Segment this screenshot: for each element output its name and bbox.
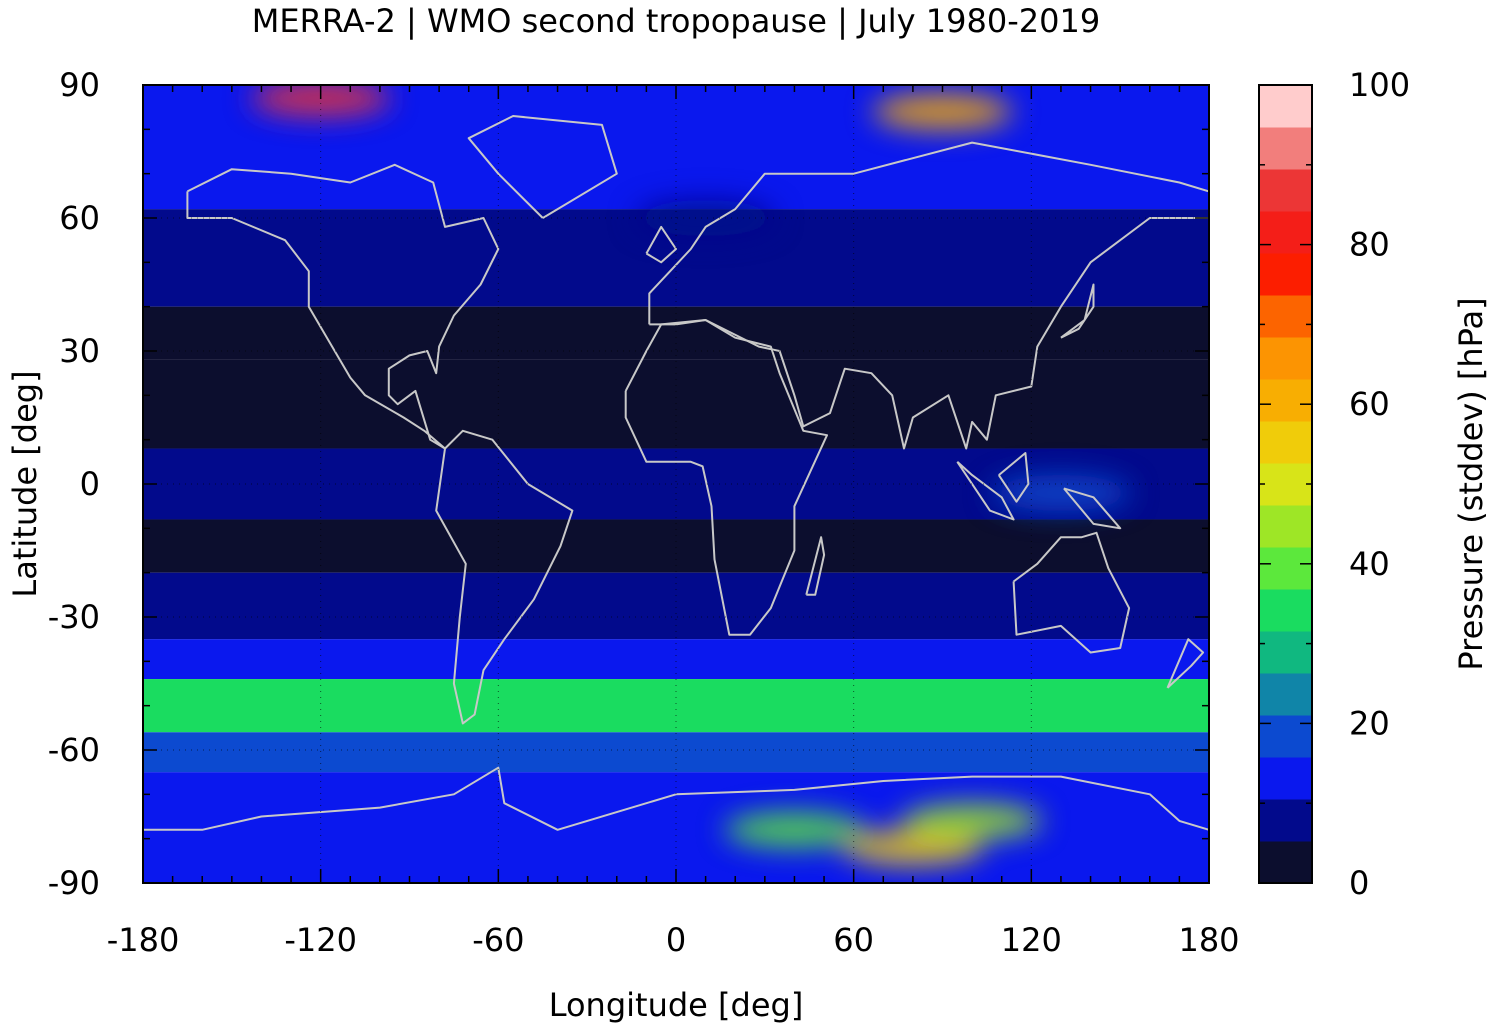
heatmap-band-7	[143, 639, 1209, 680]
y-tick-label: 0	[80, 465, 100, 503]
colorbar-segment	[1259, 85, 1312, 128]
y-tick-label: -60	[48, 731, 100, 769]
colorbar: 0 20 40 60 80 100	[1258, 66, 1410, 902]
colorbar-segment	[1259, 715, 1312, 758]
colorbar-tick-label: 0	[1349, 864, 1369, 902]
y-tick-label: 30	[59, 332, 100, 370]
heatmap-hotspot-2	[724, 811, 865, 848]
colorbar-tick-label: 80	[1349, 226, 1390, 264]
coastline-5	[1012, 531, 1131, 654]
heatmap-hotspot-1	[902, 802, 1043, 839]
coastline-9	[645, 225, 677, 264]
colorbar-tick-label: 20	[1349, 704, 1390, 742]
x-tick-label: 180	[1178, 921, 1239, 959]
coastline-6	[143, 766, 1209, 831]
y-tick-label: -90	[48, 864, 100, 902]
coastline-7	[1166, 638, 1205, 689]
colorbar-title: Pressure (stddev) [hPa]	[1452, 297, 1490, 670]
coastline-10	[1060, 283, 1095, 339]
coastline-3	[648, 141, 1209, 450]
colorbar-segment	[1259, 169, 1312, 212]
heatmap-hotspot-5	[635, 200, 776, 236]
y-tick-label: 90	[59, 66, 100, 104]
coastline-8	[805, 536, 826, 596]
colorbar-segment	[1259, 337, 1312, 380]
heatmap-band-9	[143, 732, 1209, 773]
colorbar-segment	[1259, 841, 1312, 884]
colorbar-segment	[1259, 757, 1312, 800]
colorbar-tick-label: 100	[1349, 66, 1410, 104]
x-axis-title: Longitude [deg]	[549, 986, 804, 1024]
x-tick-label: 60	[833, 921, 874, 959]
y-tick-label: -30	[48, 598, 100, 636]
colorbar-segment	[1259, 799, 1312, 842]
x-tick-label: -60	[472, 921, 524, 959]
colorbar-segment	[1259, 127, 1312, 170]
plot-area: -180 -120 -60 0 60 120 180 90 60 30 0 -30 -60 -90	[48, 66, 1240, 959]
x-tick-label: 120	[1001, 921, 1062, 959]
heatmap-band-5	[143, 519, 1209, 573]
heatmap-hotspot-0	[842, 829, 983, 866]
y-tick-label: 60	[59, 199, 100, 237]
coastline-2	[467, 115, 618, 219]
heatmap-hotspot-6	[990, 474, 1131, 511]
coastline-4	[624, 319, 828, 636]
colorbar-segment	[1259, 673, 1312, 716]
chart-title: MERRA-2 | WMO second tropopause | July 1…	[252, 2, 1100, 40]
colorbar-tick-label: 60	[1349, 385, 1390, 423]
colorbar-segment	[1259, 463, 1312, 506]
colorbar-segment	[1259, 631, 1312, 674]
colorbar-segment	[1259, 379, 1312, 422]
colorbar-segment	[1259, 211, 1312, 254]
heatmap-hotspot-4	[250, 85, 391, 117]
coastline-13	[1063, 487, 1122, 530]
heatmap-band-2	[143, 306, 1209, 360]
colorbar-segment	[1259, 253, 1312, 296]
coastline-12	[997, 452, 1030, 503]
colorbar-tick-label: 40	[1349, 545, 1390, 583]
x-tick-label: -120	[284, 921, 357, 959]
heatmap-hotspot-3	[872, 93, 1013, 130]
colorbar-segment	[1259, 589, 1312, 632]
colorbar-segment	[1259, 421, 1312, 464]
colorbar-segment	[1259, 295, 1312, 338]
colorbar-segment	[1259, 505, 1312, 548]
heatmap-band-8	[143, 679, 1209, 733]
y-axis-title: Latitude [deg]	[6, 370, 44, 597]
coastline-1	[435, 429, 574, 725]
coastline-11	[956, 461, 1015, 521]
x-tick-label: 0	[666, 921, 686, 959]
heatmap-band-10	[143, 772, 1209, 883]
x-tick-label: -180	[107, 921, 180, 959]
colorbar-segment	[1259, 547, 1312, 590]
coastline-0	[186, 163, 500, 450]
